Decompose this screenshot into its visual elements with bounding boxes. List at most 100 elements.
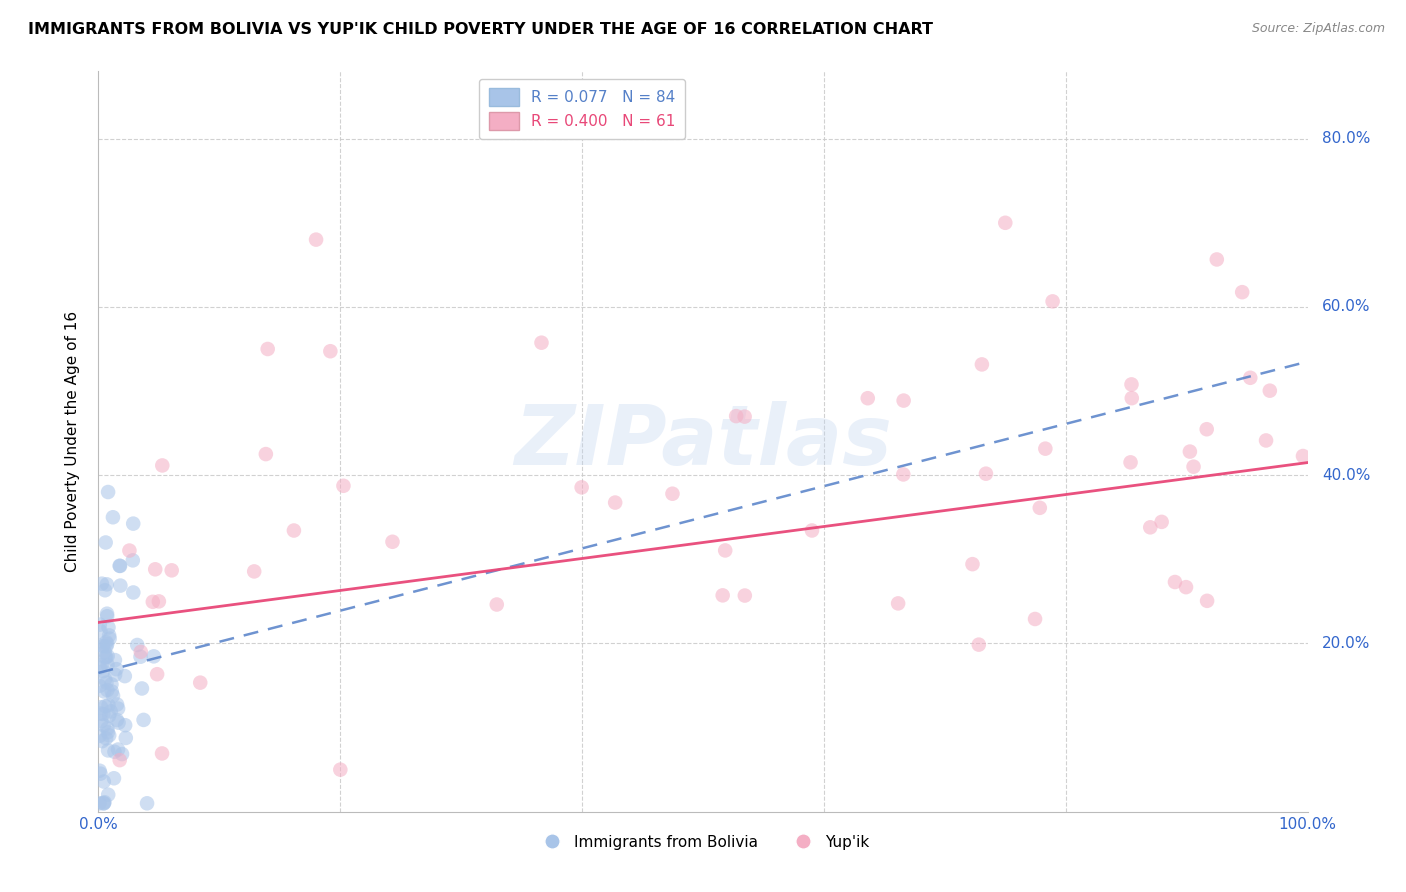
Point [571,480,593,494]
Point [89,661,111,675]
Point [100,677,122,691]
Point [1258,384,1281,398]
Point [974,467,997,481]
Point [994,216,1017,230]
Point [1195,422,1218,436]
Point [381,534,404,549]
Point [94,650,117,665]
Point [93,797,115,811]
Text: 40.0%: 40.0% [1322,467,1371,483]
Point [856,391,879,405]
Point [122,516,145,531]
Point [122,585,145,599]
Point [1121,377,1143,392]
Point [89,617,111,632]
Point [305,233,328,247]
Point [114,731,136,745]
Point [90,576,112,591]
Point [127,638,149,652]
Point [485,598,508,612]
Point [89,638,111,652]
Point [97,743,120,757]
Text: 60.0%: 60.0% [1322,300,1371,314]
Point [1150,515,1173,529]
Point [108,753,131,767]
Point [89,679,111,693]
Point [96,722,118,736]
Point [89,624,111,639]
Point [711,588,734,602]
Point [1178,444,1201,458]
Point [104,653,127,667]
Point [1239,371,1261,385]
Point [1024,612,1046,626]
Point [96,650,118,665]
Point [105,698,128,712]
Point [93,645,115,659]
Point [1230,285,1253,300]
Text: ZIPatlas: ZIPatlas [515,401,891,482]
Point [160,563,183,577]
Point [148,594,170,608]
Point [891,467,914,482]
Point [129,645,152,659]
Point [150,747,173,761]
Point [142,649,165,664]
Point [97,620,120,634]
Point [104,667,127,681]
Point [89,729,111,743]
Point [96,607,118,621]
Point [329,763,352,777]
Point [962,557,984,571]
Point [1254,434,1277,448]
Point [97,698,120,713]
Point [89,797,111,811]
Point [143,562,166,576]
Point [96,637,118,651]
Point [97,657,120,672]
Point [98,628,121,642]
Point [94,672,117,686]
Point [1292,449,1315,463]
Point [1175,580,1198,594]
Point [319,344,342,359]
Point [97,649,120,664]
Text: 20.0%: 20.0% [1322,636,1371,651]
Point [94,731,117,746]
Point [97,485,120,500]
Point [530,335,553,350]
Text: 80.0%: 80.0% [1322,131,1371,146]
Point [107,742,129,756]
Point [94,535,117,549]
Point [254,447,277,461]
Point [121,553,143,567]
Point [661,487,683,501]
Point [91,734,114,748]
Point [114,669,136,683]
Point [1205,252,1227,267]
Point [1042,294,1064,309]
Point [111,747,134,761]
Point [96,577,118,591]
Point [1033,442,1056,456]
Point [96,609,118,624]
Point [1182,459,1205,474]
Point [150,458,173,473]
Point [714,543,737,558]
Point [887,596,910,610]
Point [893,393,915,408]
Point [97,725,120,739]
Point [146,667,169,681]
Point [93,707,115,722]
Point [114,718,136,732]
Point [98,632,121,646]
Point [734,589,756,603]
Point [96,675,118,690]
Point [801,524,824,538]
Point [1121,391,1143,405]
Point [129,649,152,664]
Point [101,689,124,703]
Point [100,705,122,719]
Y-axis label: Child Poverty Under the Age of 16: Child Poverty Under the Age of 16 [65,311,80,572]
Point [94,699,117,714]
